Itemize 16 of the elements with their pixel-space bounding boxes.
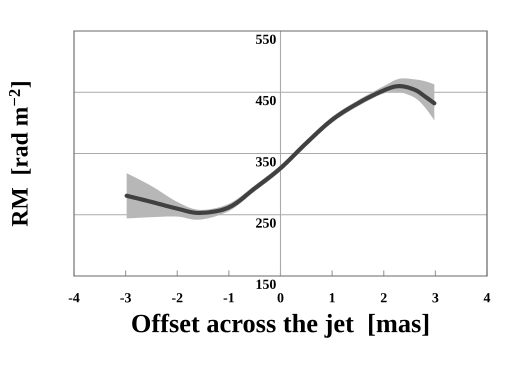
- x-tick-label: -4: [68, 293, 80, 302]
- x-tick-label: 2: [380, 293, 387, 302]
- x-tick-label: 3: [432, 293, 438, 302]
- x-tick-label: -3: [120, 293, 131, 302]
- x-axis-title: Offset across the jet [mas]: [132, 314, 428, 338]
- x-tick-label: 4: [484, 293, 490, 302]
- x-tick-label: 0: [278, 293, 284, 302]
- y-tick-label: 550: [256, 34, 276, 44]
- x-tick-label: 1: [330, 293, 335, 302]
- y-tick-label: 250: [256, 218, 276, 228]
- y-tick-label: 450: [256, 96, 276, 106]
- y-tick-label: 150: [256, 280, 276, 289]
- x-tick-label: -2: [172, 293, 182, 302]
- x-tick-label: -1: [224, 293, 234, 302]
- y-tick-label: 350: [256, 157, 276, 166]
- y-axis-title: RM [rad m$^{−2}$]: [9, 82, 31, 226]
